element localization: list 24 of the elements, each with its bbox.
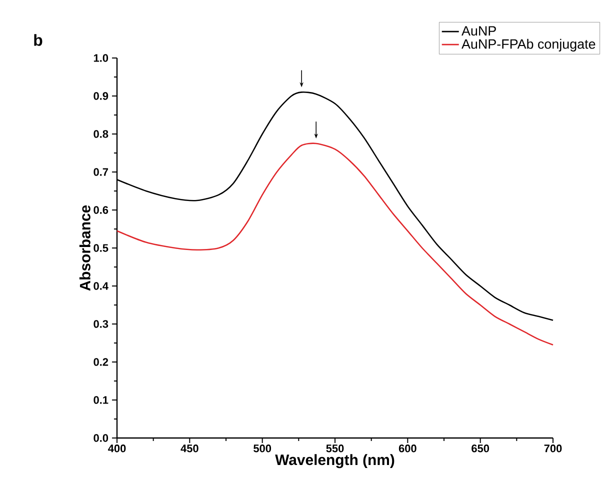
y-tick-label: 0.6 (94, 206, 108, 214)
y-tick-label: 0.2 (94, 358, 108, 366)
y-tick-label: 0.8 (94, 130, 108, 138)
y-tick-label: 1.0 (94, 54, 108, 62)
y-tick-label: 0.5 (94, 244, 108, 252)
x-tick-label: 400 (108, 444, 126, 452)
y-axis-title: Absorbance (79, 205, 90, 291)
x-tick-label: 700 (544, 444, 562, 452)
x-tick-label: 600 (398, 444, 416, 452)
y-tick-label: 0.1 (94, 396, 108, 404)
line-series (116, 142, 554, 346)
y-tick-label: 0.3 (94, 320, 108, 328)
y-tick-label: 0.4 (94, 282, 108, 290)
x-tick-label: 650 (472, 444, 490, 452)
x-tick-label: 450 (180, 444, 198, 452)
y-tick-label: 0.9 (94, 92, 108, 100)
x-tick-label: 550 (326, 444, 344, 452)
x-axis-title: Wavelength (nm) (275, 454, 394, 468)
y-tick-label: 0.7 (94, 168, 108, 176)
text: b (34, 34, 42, 46)
x-tick-label: 500 (254, 444, 272, 452)
legend-label: AuNP (462, 26, 496, 36)
y-tick-label: 0.0 (94, 434, 108, 442)
legend-label: AuNP-FPAb conjugate (462, 38, 596, 52)
